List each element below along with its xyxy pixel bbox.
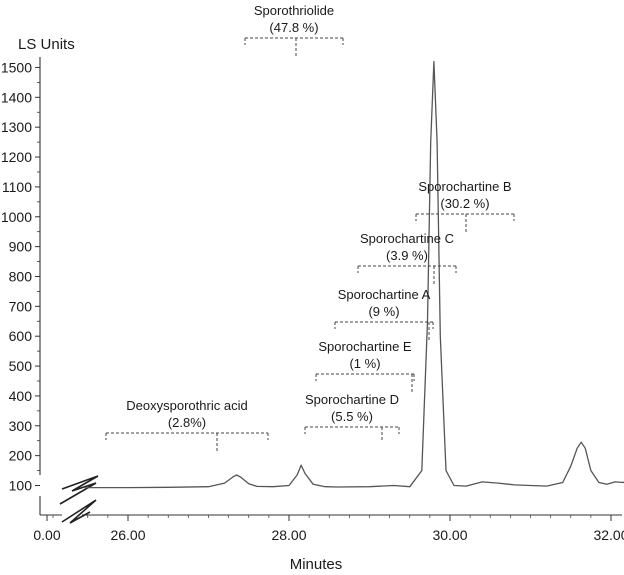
x-tick-label: 32.00	[593, 527, 624, 543]
peak-label: Sporochartine E (1 %)	[315, 339, 415, 394]
peak-label-percent: (9 %)	[368, 304, 399, 319]
axis-break-marker	[61, 499, 97, 524]
peak-label-percent: (5.5 %)	[331, 409, 373, 424]
peak-label: Sporothriolide (47.8 %)	[244, 3, 344, 58]
peak-label-name: Sporochartine D	[305, 392, 399, 407]
tick-marks	[35, 66, 612, 521]
peak-label-name: Sporochartine B	[418, 179, 511, 194]
axes	[39, 57, 622, 524]
axis-break-marker	[59, 475, 99, 505]
peak-label-name: Sporochartine E	[318, 339, 412, 354]
y-tick-label: 800	[9, 268, 33, 284]
y-tick-label: 1300	[1, 119, 32, 135]
chromatogram-trace	[84, 60, 624, 489]
y-tick-label: 900	[9, 239, 33, 255]
y-tick-label: 600	[9, 328, 33, 344]
x-axis-title: Minutes	[290, 556, 343, 573]
y-tick-label: 500	[9, 358, 33, 374]
peak-label: Sporochartine B (30.2 %)	[415, 179, 515, 233]
peak-label-percent: (30.2 %)	[440, 196, 489, 211]
y-tick-label: 1000	[1, 209, 32, 225]
x-tick-label: 28.00	[271, 527, 306, 543]
peak-label-percent: (3.9 %)	[386, 248, 428, 263]
peak-label: Deoxysporothric acid (2.8%)	[105, 398, 269, 453]
peak-label-name: Sporochartine A	[338, 287, 431, 302]
x-tick-label: 26.00	[110, 527, 145, 543]
tick-labels: 100 200 300 400 500 600 700 800 900 1000 1100 1200 1…	[1, 59, 624, 543]
x-tick-label: 30.00	[432, 527, 467, 543]
peak-label-percent: (47.8 %)	[269, 20, 318, 35]
peak-label: Sporochartine A (9 %)	[334, 287, 434, 342]
y-axis-title: LS Units	[18, 36, 75, 53]
peak-label-percent: (2.8%)	[168, 415, 206, 430]
peak-label: Sporochartine C (3.9 %)	[357, 231, 457, 286]
peak-label-name: Sporochartine C	[360, 231, 454, 246]
peak-label-name: Deoxysporothric acid	[126, 398, 247, 413]
y-tick-label: 1100	[2, 179, 32, 195]
y-tick-label: 1200	[1, 149, 32, 165]
y-tick-label: 200	[9, 448, 33, 464]
peak-label: Sporochartine D (5.5 %)	[304, 392, 400, 441]
peak-label-name: Sporothriolide	[254, 3, 334, 18]
x-tick-label: 0.00	[33, 527, 60, 543]
y-tick-label: 700	[9, 298, 33, 314]
peak-annotations: Deoxysporothric acid (2.8%) Sporothriolide…	[105, 3, 515, 453]
y-tick-label: 300	[9, 418, 33, 434]
y-tick-label: 100	[9, 478, 33, 494]
y-tick-label: 400	[9, 388, 33, 404]
peak-label-percent: (1 %)	[349, 356, 380, 371]
y-tick-label: 1500	[1, 59, 32, 75]
y-tick-label: 1400	[1, 89, 32, 105]
